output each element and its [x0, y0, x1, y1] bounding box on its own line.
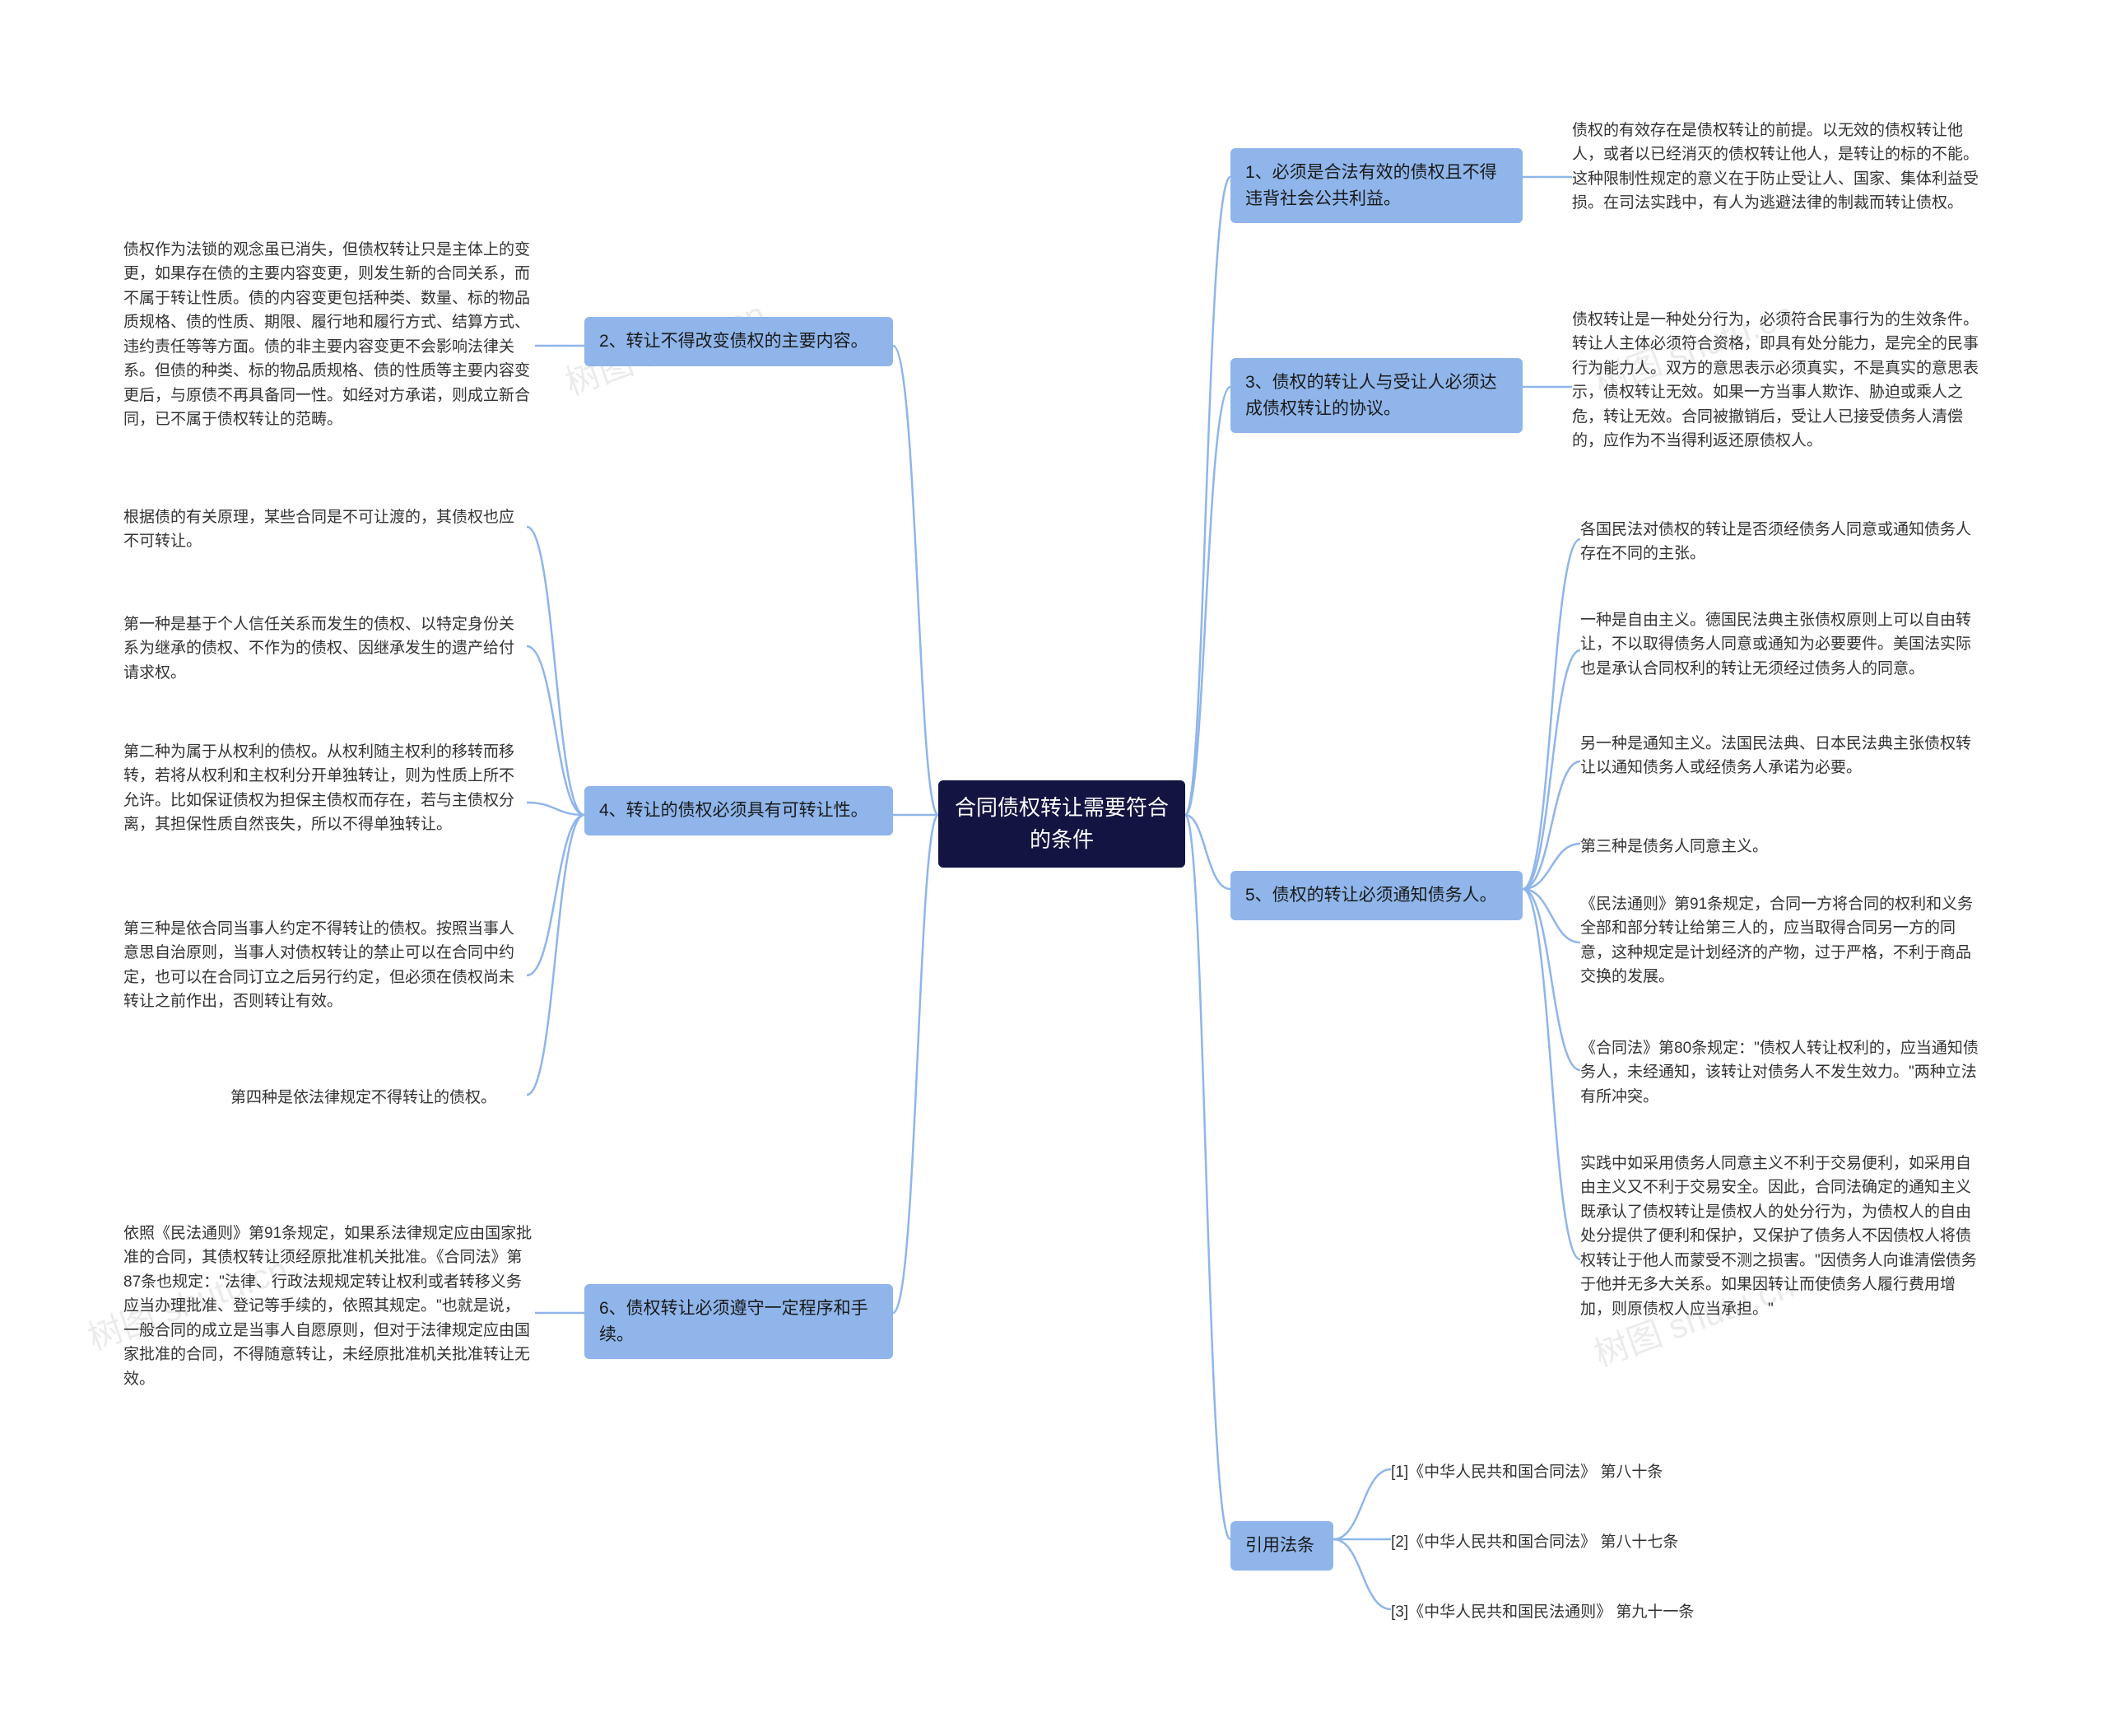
leaf-node: 第三种是依合同当事人约定不得转让的债权。按照当事人意思自治原则，当事人对债权转让… — [123, 914, 527, 1017]
leaf-node: 根据债的有关原理，某些合同是不可让渡的，其债权也应不可转让。 — [123, 502, 527, 557]
leaf-node: 债权的有效存在是债权转让的前提。以无效的债权转让他人，或者以已经消灭的债权转让他… — [1572, 115, 1984, 219]
leaf-node: [3]《中华人民共和国民法通则》 第九十一条 — [1391, 1597, 1802, 1627]
leaf-node: 各国民法对债权的转让是否须经债务人同意或通知债务人存在不同的主张。 — [1580, 514, 1984, 570]
leaf-node: [1]《中华人民共和国合同法》 第八十条 — [1391, 1457, 1802, 1487]
leaf-node: [2]《中华人民共和国合同法》 第八十七条 — [1391, 1527, 1802, 1557]
branch-left-2[interactable]: 2、转让不得改变债权的主要内容。 — [584, 317, 893, 366]
leaf-node: 实践中如采用债务人同意主义不利于交易便利，如采用自由主义又不利于交易安全。因此，… — [1580, 1148, 1984, 1324]
leaf-node: 第三种是债务人同意主义。 — [1580, 831, 1984, 862]
leaf-node: 第二种为属于从权利的债权。从权利随主权利的移转而移转，若将从权利和主权利分开单独… — [123, 737, 527, 840]
branch-right-5[interactable]: 5、债权的转让必须通知债务人。 — [1230, 871, 1523, 920]
leaf-node: 《合同法》第80条规定："债权人转让权利的，应当通知债务人，未经通知，该转让对债… — [1580, 1033, 1984, 1112]
leaf-node: 依照《民法通则》第91条规定，如果系法律规定应由国家批准的合同，其债权转让须经原… — [123, 1218, 535, 1394]
branch-left-4[interactable]: 4、转让的债权必须具有可转让性。 — [584, 786, 893, 835]
leaf-node: 第一种是基于个人信任关系而发生的债权、以特定身份关系为继承的债权、不作为的债权、… — [123, 609, 527, 688]
leaf-node: 第四种是依法律规定不得转让的债权。 — [230, 1082, 527, 1113]
leaf-node: 《民法通则》第91条规定，合同一方将合同的权利和义务全部和部分转让给第三人的，应… — [1580, 889, 1984, 993]
leaf-node: 一种是自由主义。德国民法典主张债权原则上可以自由转让，不以取得债务人同意或通知为… — [1580, 605, 1984, 684]
branch-right-citations[interactable]: 引用法条 — [1230, 1521, 1333, 1571]
branch-left-6[interactable]: 6、债权转让必须遵守一定程序和手续。 — [584, 1284, 893, 1359]
root-node[interactable]: 合同债权转让需要符合的条件 — [938, 780, 1185, 868]
mindmap-canvas: 合同债权转让需要符合的条件 1、必须是合法有效的债权且不得违背社会公共利益。 债… — [0, 0, 2107, 1736]
leaf-node: 债权作为法锁的观念虽已消失，但债权转让只是主体上的变更，如果存在债的主要内容变更… — [123, 235, 535, 435]
branch-right-3[interactable]: 3、债权的转让人与受让人必须达成债权转让的协议。 — [1230, 358, 1523, 433]
leaf-node: 另一种是通知主义。法国民法典、日本民法典主张债权转让以通知债务人或经债务人承诺为… — [1580, 728, 1984, 784]
leaf-node: 债权转让是一种处分行为，必须符合民事行为的生效条件。转让人主体必须符合资格，即具… — [1572, 305, 1984, 457]
branch-right-1[interactable]: 1、必须是合法有效的债权且不得违背社会公共利益。 — [1230, 148, 1523, 223]
